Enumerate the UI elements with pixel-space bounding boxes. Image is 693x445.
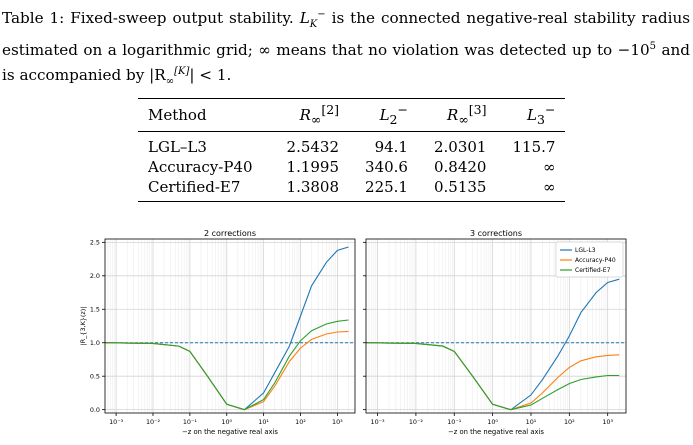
plot-frame bbox=[365, 238, 627, 414]
table-cell: 340.6 bbox=[365, 158, 408, 176]
table-cell: 1.3808 bbox=[270, 177, 350, 202]
table-cell-method: Certified-E7 bbox=[138, 177, 271, 202]
legend-label: LGL-L3 bbox=[575, 247, 596, 254]
y-tick-label: 2.0 bbox=[90, 272, 100, 280]
header-r2: R∞[2] bbox=[270, 98, 350, 132]
table-cell: 2.0301 bbox=[417, 131, 497, 157]
x-tick-label: 10⁻¹ bbox=[447, 418, 462, 426]
y-tick-label: 1.0 bbox=[90, 339, 100, 347]
header-r2-sup: [2] bbox=[321, 102, 340, 117]
table-header-row: Method R∞[2] L2− R∞[3] L3− bbox=[138, 98, 566, 132]
plot-frame bbox=[104, 238, 356, 414]
table-row: Accuracy-P40 1.1995 340.6 0.8420 ∞ bbox=[138, 157, 565, 177]
legend-box bbox=[555, 241, 624, 278]
table-cell: 0.5135 bbox=[417, 177, 497, 202]
header-l3-sup: − bbox=[544, 102, 556, 117]
table-cell: 2.5432 bbox=[270, 131, 350, 157]
caption-body-2: and is accompanied by |R bbox=[2, 41, 690, 85]
caption-r-sup: [K] bbox=[174, 66, 190, 78]
x-tick-label: 10⁻³ bbox=[109, 418, 124, 426]
x-tick-label: 10¹ bbox=[526, 418, 537, 426]
x-tick-label: 10¹ bbox=[258, 418, 269, 426]
table-cell: 225.1 bbox=[349, 177, 418, 202]
header-r2-base: R bbox=[299, 106, 311, 124]
legend-label: Accuracy-P40 bbox=[575, 257, 616, 264]
y-axis-label: |R_{3,K}(z)| bbox=[79, 307, 87, 346]
x-tick-label: 10² bbox=[295, 418, 306, 426]
x-tick-label: 10⁻² bbox=[409, 418, 424, 426]
table-row: Certified-E7 1.3808 225.1 0.5135 ∞ bbox=[138, 177, 566, 202]
header-r3-sub: ∞ bbox=[458, 112, 469, 127]
header-r3-sup: [3] bbox=[468, 102, 487, 117]
table-cell: 115.7 bbox=[496, 131, 566, 157]
legend-label: Certified-E7 bbox=[575, 267, 611, 274]
x-tick-label: 10³ bbox=[332, 418, 343, 426]
table-caption: Table 1: Fixed-sweep output stability. L… bbox=[2, 4, 690, 93]
chart-panel-1: 10⁻³ 10⁻² 10⁻¹ 10⁰ 10¹ 10² 10³ 0.0 0.5 1.0 1.5 2.0 2… bbox=[79, 229, 356, 436]
series-line-certified-e7 bbox=[104, 319, 349, 411]
table-cell: 1.1995 bbox=[286, 158, 340, 176]
x-tick-label: 10⁻³ bbox=[371, 418, 386, 426]
header-method: Method bbox=[138, 98, 271, 132]
table-cell: ∞ bbox=[542, 158, 556, 176]
caption-exponent: 5 bbox=[649, 41, 657, 53]
y-tick-label: 1.5 bbox=[90, 306, 100, 314]
caption-r-sub: ∞ bbox=[165, 76, 175, 88]
results-table: Method R∞[2] L2− R∞[3] L3− LGL–L3 2.5432… bbox=[138, 98, 566, 202]
y-tick-label: 2.5 bbox=[90, 239, 100, 247]
y-tick-label: 0.5 bbox=[90, 372, 100, 380]
header-l3-base: L bbox=[527, 106, 537, 124]
header-l3-sub: 3 bbox=[537, 112, 545, 127]
caption-body-3: | < 1. bbox=[189, 66, 232, 85]
header-l3: L3− bbox=[496, 98, 566, 132]
header-r3-base: R bbox=[447, 106, 459, 124]
chart-title: 3 corrections bbox=[470, 229, 522, 238]
header-method-label: Method bbox=[148, 105, 207, 124]
header-l2-base: L bbox=[379, 106, 390, 124]
caption-symbol: L bbox=[299, 9, 310, 28]
x-tick-label: 10⁰ bbox=[221, 418, 232, 426]
x-tick-label: 10³ bbox=[602, 418, 613, 426]
caption-symbol-sup: − bbox=[317, 9, 326, 20]
series-line-certified-e7 bbox=[365, 342, 620, 411]
x-tick-label: 10⁻¹ bbox=[183, 418, 198, 426]
caption-body-1: is the connected negative-real stability… bbox=[2, 9, 691, 60]
chart-panel-2: 10⁻³ 10⁻² 10⁻¹ 10⁰ 10¹ 10² 10³ 3 corrections −z … bbox=[363, 229, 627, 436]
table-cell: 0.8420 bbox=[433, 158, 487, 176]
chart-legend: LGL-L3 Accuracy-P40 Certified-E7 bbox=[555, 241, 624, 278]
table-cell-method: LGL–L3 bbox=[138, 131, 271, 157]
y-tick-label: 0.0 bbox=[90, 406, 100, 414]
x-tick-label: 10⁻² bbox=[146, 418, 161, 426]
chart-title: 2 corrections bbox=[204, 229, 256, 238]
x-tick-label: 10² bbox=[564, 418, 575, 426]
caption-label: Table 1: bbox=[2, 9, 65, 28]
x-tick-label: 10⁰ bbox=[487, 418, 498, 426]
header-l2-sup: − bbox=[397, 102, 408, 117]
caption-lead: Fixed-sweep output stability. bbox=[70, 9, 294, 28]
header-r2-sub: ∞ bbox=[310, 112, 322, 127]
table-cell: 94.1 bbox=[349, 131, 418, 157]
x-axis-label: −z on the negative real axis bbox=[448, 428, 544, 436]
table-cell: ∞ bbox=[496, 177, 566, 202]
table-row: LGL–L3 2.5432 94.1 2.0301 115.7 bbox=[138, 131, 566, 157]
header-l2: L2− bbox=[349, 98, 418, 132]
table-cell-method: Accuracy-P40 bbox=[148, 158, 253, 176]
header-l2-sub: 2 bbox=[389, 112, 398, 127]
caption-symbol-sub: K bbox=[309, 19, 318, 31]
header-r3: R∞[3] bbox=[417, 98, 497, 132]
x-axis-label: −z on the negative real axis bbox=[182, 428, 278, 436]
